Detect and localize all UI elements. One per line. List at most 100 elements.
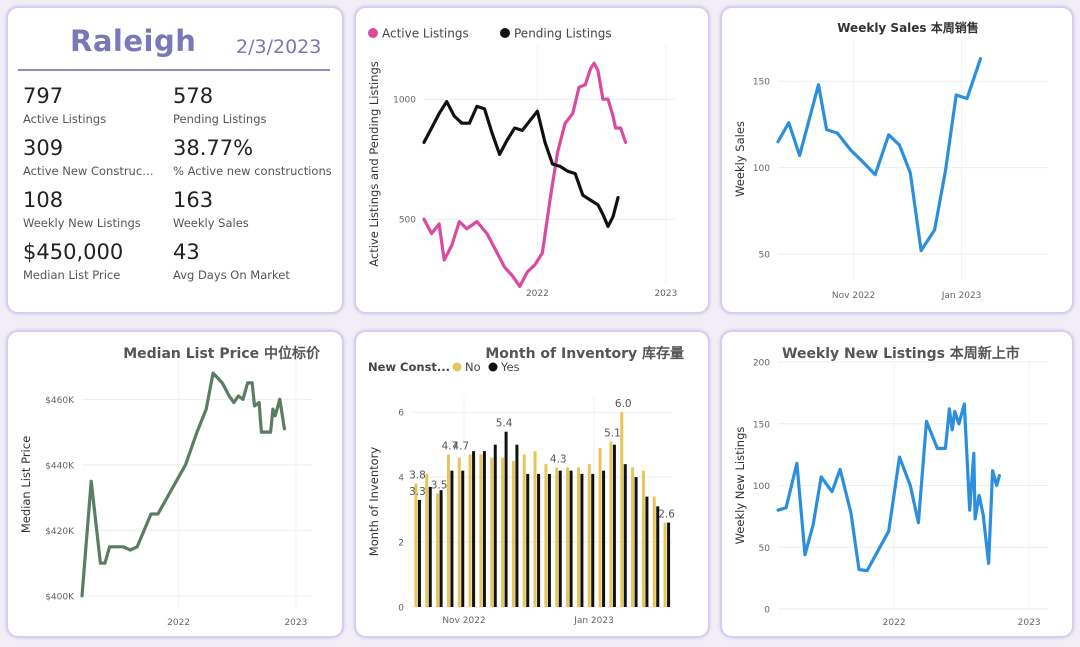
bar-yes — [482, 451, 486, 607]
legend-marker — [368, 28, 378, 38]
bar-yes — [515, 444, 519, 607]
bar-yes — [526, 473, 530, 607]
median-list-price-label: Median List Price — [23, 268, 121, 282]
bar-yes — [461, 470, 465, 607]
bar-no — [620, 412, 624, 607]
median-list-price-value: $450,000 — [23, 240, 124, 264]
bar-no — [544, 464, 548, 607]
bar-yes — [623, 464, 627, 607]
bar-yes — [472, 451, 476, 607]
legend-marker — [452, 362, 462, 372]
y-tick-label: 200 — [753, 359, 770, 369]
bar-no — [522, 454, 526, 607]
x-tick-label: 2023 — [1018, 618, 1041, 628]
bar-data-label: 4.7 — [442, 440, 459, 452]
active-new-constructions-value: 309 — [23, 136, 64, 160]
chart-title: Weekly Sales 本周销售 — [837, 20, 979, 35]
inventory-chart-card: Month of Inventory 库存量 0 2 4 6 Nov 2022 Jan 20… — [354, 330, 710, 638]
bar-data-label: 3.5 — [431, 479, 448, 491]
bar-no — [457, 457, 461, 607]
bar-yes — [547, 473, 551, 607]
active-listings-value: 797 — [23, 84, 64, 108]
bar-no — [631, 467, 635, 607]
bar-yes — [656, 506, 660, 607]
bar-yes — [591, 473, 595, 607]
new-listings-chart: Weekly New Listings 本周新上市 0 50 100 150 200 202… — [733, 345, 1048, 628]
weekly-sales-label: Weekly Sales — [173, 216, 249, 230]
y-tick-label: $460K — [45, 396, 75, 406]
bar-yes — [602, 470, 606, 607]
bar-data-label: 2.6 — [658, 509, 675, 521]
weekly-sales-value: 163 — [173, 188, 214, 212]
avg-days-on-market-value: 43 — [173, 240, 200, 264]
legend-marker — [488, 362, 498, 372]
bar-yes — [504, 431, 508, 607]
bar-no — [663, 522, 667, 607]
weekly-new-listings-label: Weekly New Listings — [23, 216, 141, 230]
y-tick-label: 100 — [753, 482, 770, 492]
y-tick-label: 150 — [753, 420, 770, 430]
y-tick-label: 1000 — [393, 96, 416, 106]
bar-no — [533, 451, 537, 607]
y-tick-label: 100 — [753, 164, 770, 174]
active-listings-label: Active Listings — [23, 112, 107, 126]
new-listings-chart-card: Weekly New Listings 本周新上市 0 50 100 150 200 202… — [720, 330, 1074, 638]
kpi-card: Raleigh 2/3/2023 797 Active Listings 578… — [6, 6, 344, 314]
weekly-sales-chart: Weekly Sales 本周销售 50 100 150 Nov 2022 Jan 202… — [733, 20, 1048, 301]
y-tick-label: 0 — [398, 604, 404, 614]
weekly-sales-chart-card: Weekly Sales 本周销售 50 100 150 Nov 2022 Jan 202… — [720, 6, 1074, 314]
bar-yes — [493, 444, 497, 607]
chart-title: Median List Price 中位标价 — [123, 345, 321, 362]
bar-yes — [569, 470, 573, 607]
y-axis-title: Month of Inventory — [367, 447, 381, 557]
bar-yes — [417, 499, 421, 607]
y-axis-title: Median List Price — [19, 436, 33, 533]
bar-yes — [450, 470, 454, 607]
bar-yes — [667, 522, 671, 607]
y-tick-label: 500 — [399, 216, 416, 226]
y-axis-title: Active Listings and Pending Listings — [367, 61, 381, 267]
bar-data-label: 4.7 — [452, 440, 469, 452]
legend-marker — [500, 28, 510, 38]
listings-chart-card: 500 1000 2022 2023 Active Listings and Pendi… — [354, 6, 710, 314]
x-tick-label: Nov 2022 — [832, 291, 875, 301]
x-tick-label: 2022 — [526, 289, 549, 299]
bar-data-label: 6.0 — [615, 398, 632, 410]
median-price-chart: Median List Price 中位标价 $400K $420K $440K $46… — [19, 345, 321, 628]
legend-label: Yes — [500, 360, 520, 374]
bar-no — [555, 467, 559, 607]
y-tick-label: 6 — [398, 409, 404, 419]
bar-yes — [612, 444, 616, 607]
legend-label: No — [465, 360, 481, 374]
city-title: Raleigh — [70, 24, 197, 58]
legend-title: New Const... — [368, 360, 450, 374]
bar-no — [652, 496, 656, 607]
avg-days-on-market-label: Avg Days On Market — [173, 268, 290, 282]
bar-no — [414, 483, 418, 607]
bar-data-label: 5.4 — [496, 418, 513, 430]
bar-yes — [558, 470, 562, 607]
series-line-pending-listings — [422, 99, 620, 228]
bar-data-label: 4.3 — [550, 453, 567, 465]
bar-data-label: 3.3 — [409, 486, 426, 498]
y-tick-label: 50 — [759, 544, 771, 554]
bar-data-label: 5.1 — [604, 427, 621, 439]
bar-data-label: 3.8 — [409, 470, 426, 482]
bar-no — [479, 454, 483, 607]
chart-title: Month of Inventory 库存量 — [485, 345, 684, 362]
median-price-chart-card: Median List Price 中位标价 $400K $420K $440K $46… — [6, 330, 344, 638]
listings-chart: 500 1000 2022 2023 Active Listings and Pendi… — [367, 27, 677, 300]
bar-no — [501, 457, 505, 607]
title-divider — [18, 69, 330, 71]
bar-no — [436, 493, 440, 607]
x-tick-label: Jan 2023 — [941, 291, 982, 301]
y-tick-label: 4 — [398, 474, 404, 484]
bar-no — [576, 467, 580, 607]
series-line-median-list-price — [80, 371, 286, 598]
y-tick-label: 50 — [759, 251, 771, 261]
chart-title: Weekly New Listings 本周新上市 — [782, 345, 1020, 362]
bar-yes — [634, 477, 638, 607]
y-tick-label: $400K — [45, 592, 75, 602]
bar-yes — [439, 490, 443, 607]
pct-active-new-constructions-label: % Active new constructions — [173, 164, 332, 178]
